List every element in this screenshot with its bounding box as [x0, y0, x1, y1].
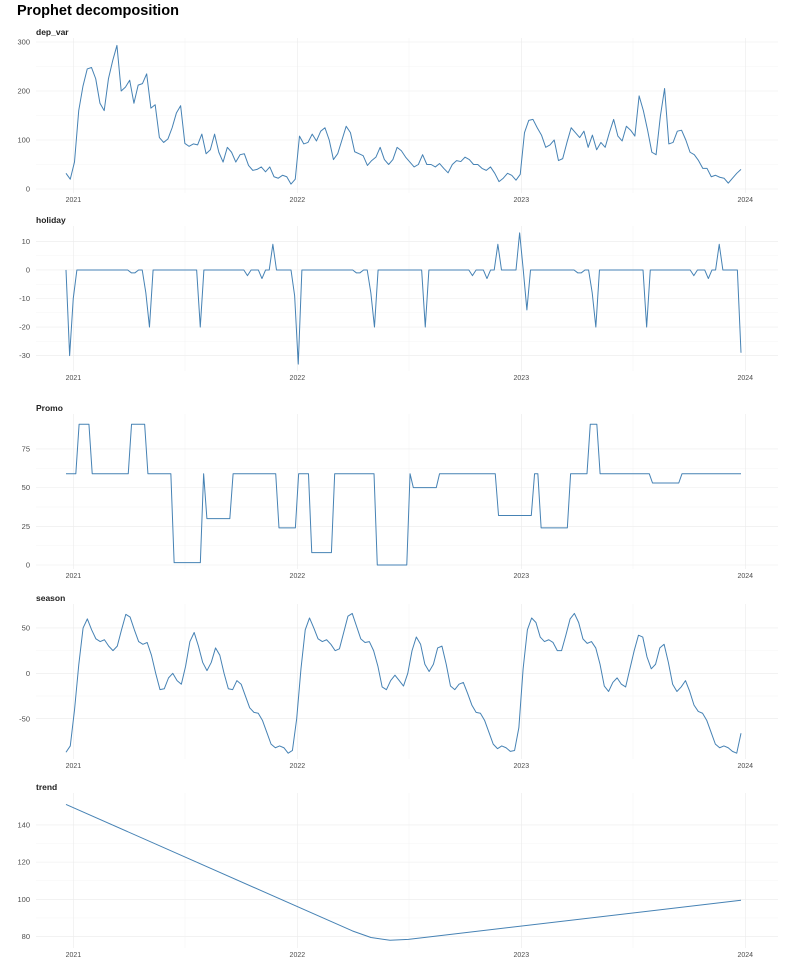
x-tick-label: 2023: [514, 573, 530, 580]
panel-title: dep_var: [36, 27, 69, 37]
y-tick-label: -20: [19, 323, 30, 332]
y-tick-label: 80: [22, 932, 30, 941]
panel-dep-var: dep_var 0 100 200 300 2021 2022 2023 2024: [17, 27, 778, 204]
x-tick-label: 2021: [66, 763, 82, 770]
y-tick-label: 10: [22, 237, 30, 246]
x-tick-label: 2022: [290, 573, 306, 580]
x-tick-label: 2024: [738, 197, 754, 204]
x-tick-label: 2022: [290, 763, 306, 770]
x-tick-label: 2024: [738, 375, 754, 382]
series-line: [65, 612, 742, 754]
y-tick-label: 100: [17, 136, 30, 145]
y-tick-label: 200: [17, 87, 30, 96]
y-tick-label: 25: [22, 522, 30, 531]
y-tick-label: -50: [19, 714, 30, 723]
y-tick-label: 120: [17, 858, 30, 867]
panel-promo: Promo 0 25 50 75 2021 2022 2023 2024: [22, 403, 778, 580]
series-line: [65, 232, 742, 365]
y-tick-label: 0: [26, 185, 30, 194]
y-tick-label: 0: [26, 669, 30, 678]
panel-title: Promo: [36, 403, 63, 413]
x-tick-label: 2024: [738, 952, 754, 959]
y-tick-label: 75: [22, 445, 30, 454]
x-tick-label: 2021: [66, 952, 82, 959]
panel-title: trend: [36, 782, 57, 792]
x-tick-label: 2021: [66, 573, 82, 580]
x-tick-label: 2022: [290, 375, 306, 382]
panel-trend: trend 80 100 120 140 2021 2022 2023 2024: [17, 782, 778, 959]
x-tick-label: 2024: [738, 573, 754, 580]
y-tick-label: -10: [19, 294, 30, 303]
y-tick-label: 300: [17, 38, 30, 47]
chart-title: Prophet decomposition: [17, 3, 179, 19]
y-tick-label: 140: [17, 821, 30, 830]
panel-holiday: holiday -30 -20 -10 0 10 2021 2022 2023 2024: [19, 215, 778, 382]
x-tick-label: 2023: [514, 375, 530, 382]
y-tick-label: 50: [22, 483, 30, 492]
x-tick-label: 2022: [290, 197, 306, 204]
x-tick-label: 2024: [738, 763, 754, 770]
y-tick-label: -30: [19, 351, 30, 360]
x-tick-label: 2021: [66, 197, 82, 204]
x-tick-label: 2022: [290, 952, 306, 959]
x-tick-label: 2023: [514, 952, 530, 959]
panel-title: season: [36, 593, 65, 603]
series-line: [65, 44, 742, 185]
y-tick-label: 0: [26, 561, 30, 570]
x-tick-label: 2023: [514, 763, 530, 770]
series-line: [65, 803, 742, 941]
panel-title: holiday: [36, 215, 66, 225]
panel-season: season -50 0 50 2021 2022 2023 2024: [19, 593, 778, 770]
series-line: [66, 423, 741, 566]
x-tick-label: 2023: [514, 197, 530, 204]
y-tick-label: 100: [17, 895, 30, 904]
y-tick-label: 0: [26, 266, 30, 275]
y-tick-label: 50: [22, 624, 30, 633]
x-tick-label: 2021: [66, 375, 82, 382]
